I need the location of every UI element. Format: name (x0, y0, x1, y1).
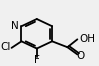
Text: Cl: Cl (0, 42, 11, 52)
Text: O: O (76, 51, 84, 61)
Text: OH: OH (79, 34, 95, 44)
Text: N: N (11, 21, 19, 31)
Text: F: F (34, 55, 40, 65)
